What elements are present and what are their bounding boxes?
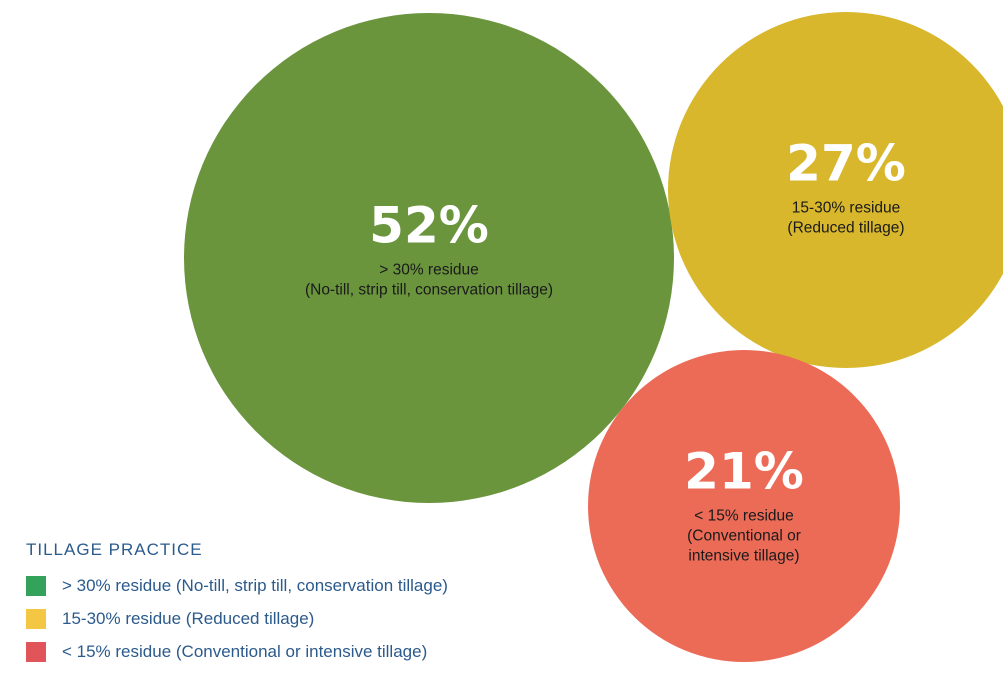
legend-title: TILLAGE PRACTICE <box>26 540 203 559</box>
description-line: (Reduced tillage) <box>787 219 905 237</box>
bubble-medium-residue-label: 27% 15-30% residue (Reduced tillage) <box>786 138 906 239</box>
data-label-percent: 27% <box>786 134 906 193</box>
description-line: (Conventional or <box>687 527 801 545</box>
legend-label-medium-residue: 15-30% residue (Reduced tillage) <box>62 609 315 628</box>
data-label-percent: 52% <box>369 196 489 255</box>
legend: TILLAGE PRACTICE > 30% residue (No-till,… <box>26 540 448 675</box>
data-label-description: < 15% residue (Conventional or intensive t… <box>684 506 804 566</box>
legend-swatch-medium-residue <box>26 609 46 629</box>
data-label-percent: 21% <box>684 442 804 501</box>
bubble-low-residue <box>588 350 900 662</box>
bubble-high-residue-label: 52% > 30% residue (No-till, strip till, co… <box>305 200 553 301</box>
bubble-medium-residue <box>668 12 1003 368</box>
bubble-high-residue <box>184 13 674 503</box>
description-line: 15-30% residue <box>791 199 901 217</box>
description-line: < 15% residue <box>694 507 794 525</box>
description-line: > 30% residue <box>379 261 479 279</box>
legend-item-low-residue: < 15% residue (Conventional or intensive… <box>26 642 448 662</box>
legend-label-high-residue: > 30% residue (No-till, strip till, cons… <box>62 576 448 595</box>
description-line: intensive tillage) <box>688 547 800 565</box>
legend-swatch-low-residue <box>26 642 46 662</box>
description-line: (No-till, strip till, conservation tilla… <box>304 281 554 299</box>
legend-item-high-residue: > 30% residue (No-till, strip till, cons… <box>26 576 448 596</box>
legend-label-low-residue: < 15% residue (Conventional or intensive… <box>62 642 428 661</box>
data-label-description: > 30% residue (No-till, strip till, conse… <box>305 260 553 300</box>
bubble-low-residue-label: 21% < 15% residue (Conventional or intensiv… <box>684 446 804 567</box>
data-label-description: 15-30% residue (Reduced tillage) <box>786 198 906 238</box>
legend-swatch-high-residue <box>26 576 46 596</box>
legend-item-medium-residue: 15-30% residue (Reduced tillage) <box>26 609 448 629</box>
